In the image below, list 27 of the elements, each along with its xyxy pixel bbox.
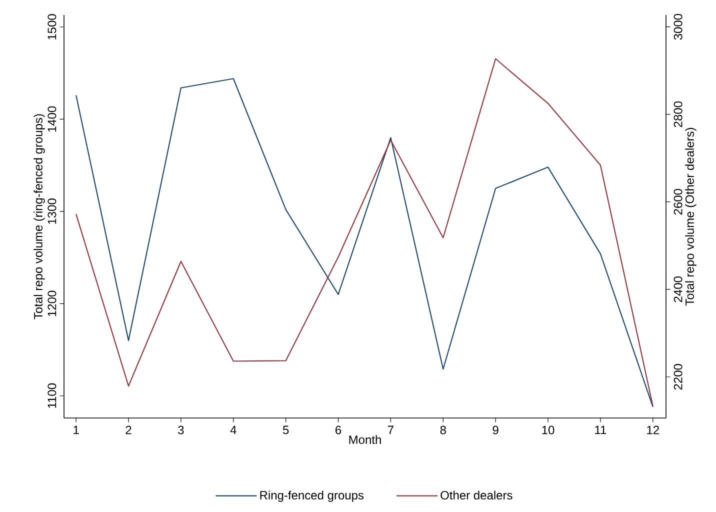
x-tick-label: 6 — [336, 426, 342, 434]
y-tick-label: 1200 — [48, 290, 56, 316]
y2-tick-label: 2200 — [674, 364, 682, 390]
y-tick-label: 1100 — [48, 383, 56, 408]
y2-tick-label: 3000 — [674, 14, 682, 40]
y2-axis-title: Total repo volume (Other dealers) — [685, 128, 696, 306]
x-tick-label: 3 — [178, 426, 184, 434]
x-tick-label: 12 — [647, 426, 659, 434]
y2-tick-label: 2600 — [674, 188, 682, 215]
x-tick-label: 8 — [440, 426, 446, 434]
x-tick-label: 9 — [492, 426, 498, 434]
x-tick-label: 7 — [388, 426, 394, 434]
y-tick-label: 1300 — [48, 198, 56, 224]
y2-tick-label: 2800 — [674, 101, 682, 128]
y-tick-label: 1400 — [48, 106, 56, 132]
y-axis-title: Total repo volume (ring-fenced groups) — [34, 114, 45, 320]
legend-label: Ring-fenced groups — [260, 490, 364, 502]
x-tick-label: 10 — [542, 426, 554, 434]
legend-label: Other dealers — [440, 490, 512, 500]
x-tick-label: 11 — [595, 426, 606, 434]
x-tick-label: 2 — [126, 426, 132, 434]
y-tick-label: 1500 — [48, 14, 56, 40]
y2-tick-label: 2400 — [674, 276, 682, 302]
x-tick-label: 5 — [282, 426, 289, 434]
x-tick-label: 1 — [74, 426, 79, 434]
x-tick-label: 4 — [230, 426, 236, 434]
x-axis-title: Month — [349, 435, 381, 444]
